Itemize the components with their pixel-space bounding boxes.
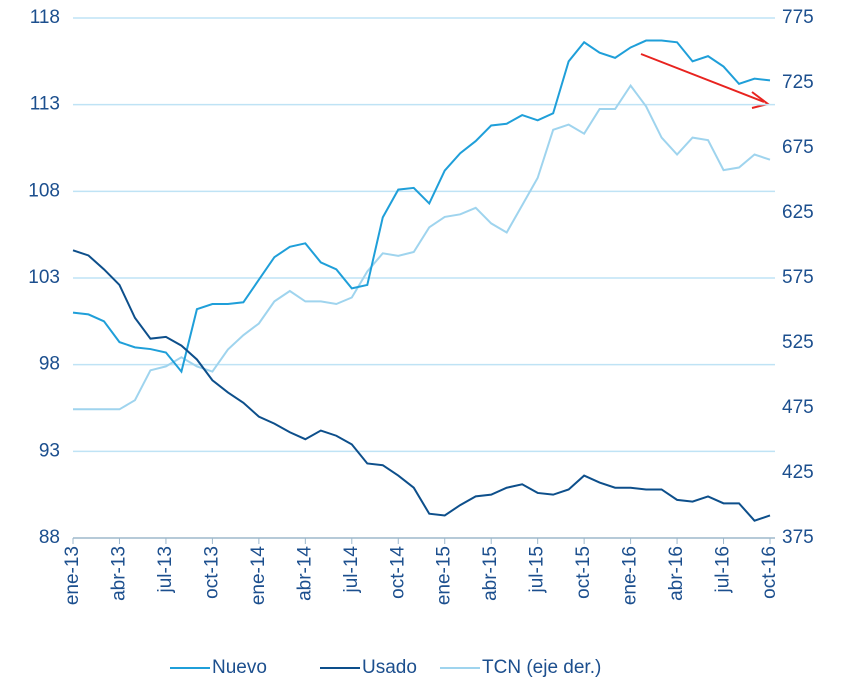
x-tick-label: oct-16 — [759, 546, 780, 599]
y2-tick-label: 575 — [782, 267, 814, 288]
legend-label: Usado — [362, 657, 417, 678]
y2-tick-label: 425 — [782, 462, 814, 483]
y-tick-label: 118 — [30, 7, 60, 28]
x-tick-label: jul-13 — [155, 546, 176, 593]
x-tick-label: abr-14 — [294, 546, 315, 601]
x-tick-label: ene-16 — [620, 546, 641, 605]
x-tick-label: jul-14 — [341, 546, 362, 594]
x-tick-label: ene-13 — [62, 546, 83, 605]
y2-tick-label: 725 — [782, 72, 814, 93]
y-tick-label: 88 — [39, 527, 60, 548]
x-tick-label: oct-14 — [387, 546, 408, 599]
x-tick-label: jul-16 — [713, 546, 734, 593]
series-line — [72, 249, 771, 522]
x-tick-label: ene-14 — [248, 546, 269, 606]
y2-tick-label: 475 — [782, 397, 814, 418]
x-tick-label: abr-15 — [480, 546, 501, 601]
y-tick-label: 98 — [39, 354, 60, 375]
x-tick-label: abr-13 — [108, 546, 129, 601]
legend-label: Nuevo — [212, 657, 267, 678]
y-tick-label: 93 — [39, 440, 60, 461]
y2-tick-label: 525 — [782, 332, 814, 353]
x-tick-label: abr-16 — [666, 546, 687, 601]
legend-label: TCN (eje der.) — [482, 657, 601, 678]
series-line — [73, 83, 771, 411]
y-tick-label: 103 — [28, 267, 60, 288]
y2-tick-label: 675 — [782, 137, 814, 158]
x-tick-label: oct-15 — [573, 546, 594, 599]
trend-arrow — [640, 53, 765, 103]
series-line — [72, 39, 771, 374]
y2-tick-label: 625 — [782, 202, 814, 223]
x-tick-label: oct-13 — [201, 546, 222, 599]
y2-tick-label: 775 — [782, 7, 814, 28]
y2-tick-label: 375 — [782, 527, 814, 548]
y-tick-label: 113 — [30, 94, 60, 115]
y-tick-label: 108 — [28, 180, 60, 201]
x-tick-label: jul-15 — [527, 546, 548, 593]
x-tick-label: ene-15 — [434, 546, 455, 605]
